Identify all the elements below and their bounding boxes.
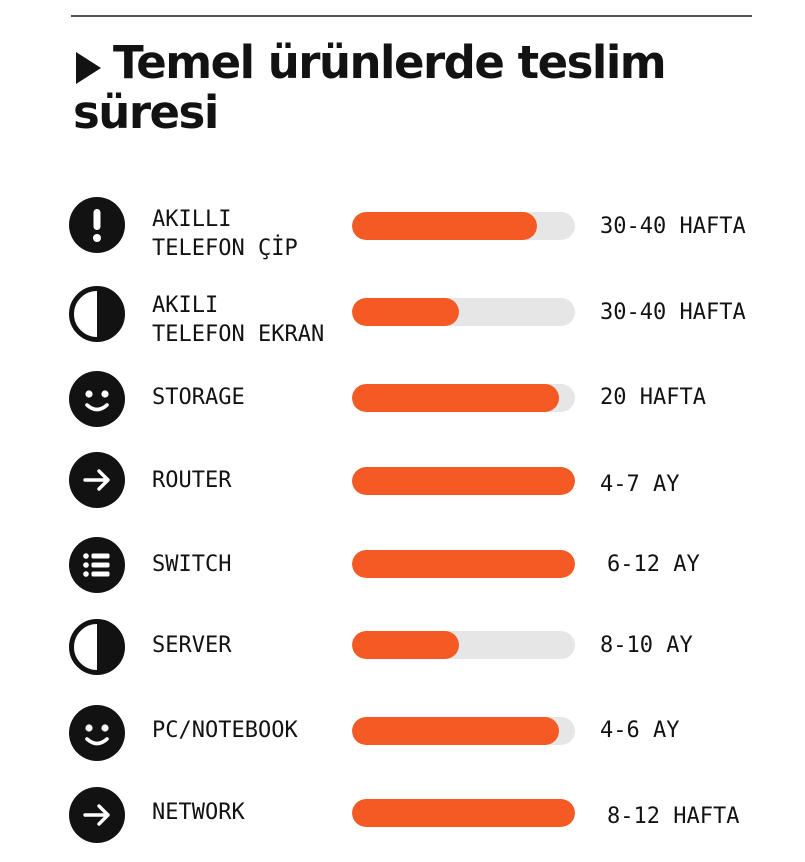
value-label: 4-6 AY bbox=[600, 718, 680, 743]
exclamation-icon bbox=[68, 196, 126, 254]
bar-track bbox=[352, 467, 575, 495]
category-label: ROUTER bbox=[152, 466, 347, 495]
category-label: PC/NOTEBOOK bbox=[152, 716, 347, 745]
value-label: 6-12 AY bbox=[607, 552, 700, 577]
chart-row: PC/NOTEBOOK 4-6 AY bbox=[0, 702, 805, 772]
top-divider bbox=[71, 15, 752, 17]
bar-fill bbox=[352, 550, 575, 578]
chart-row: SERVER 8-10 AY bbox=[0, 617, 805, 687]
category-label-line: ROUTER bbox=[152, 468, 232, 493]
bar-fill bbox=[352, 631, 459, 659]
smiley-icon bbox=[68, 704, 126, 762]
category-label: SWITCH bbox=[152, 550, 347, 579]
triangle-right-icon bbox=[76, 52, 101, 84]
category-label-line: STORAGE bbox=[152, 385, 245, 410]
chart-row: AKILI TELEFON EKRAN 30-40 HAFTA bbox=[0, 282, 805, 352]
chart-row: STORAGE 20 HAFTA bbox=[0, 369, 805, 439]
chart-row: NETWORK 8-12 HAFTA bbox=[0, 784, 805, 854]
category-label-line: TELEFON EKRAN bbox=[152, 322, 325, 347]
category-label-line: AKILI bbox=[152, 293, 219, 318]
bar-fill bbox=[352, 799, 575, 827]
category-label: SERVER bbox=[152, 631, 347, 660]
category-label: AKILLI TELEFON ÇİP bbox=[152, 205, 347, 263]
list-icon bbox=[68, 536, 126, 594]
chart-row: AKILLI TELEFON ÇİP 30-40 HAFTA bbox=[0, 196, 805, 266]
category-label-line: NETWORK bbox=[152, 800, 245, 825]
chart-title: Temel ürünlerde teslim süresi bbox=[73, 36, 667, 139]
value-label: 4-7 AY bbox=[600, 472, 680, 497]
bar-fill bbox=[352, 298, 459, 326]
value-label: 20 HAFTA bbox=[600, 385, 706, 410]
bar-fill bbox=[352, 384, 559, 412]
category-label-line: AKILLI bbox=[152, 207, 232, 232]
value-label: 8-10 AY bbox=[600, 633, 693, 658]
category-label-line: TELEFON ÇİP bbox=[152, 236, 298, 261]
title-block: Temel ürünlerde teslim süresi bbox=[73, 38, 693, 138]
category-label-line: SWITCH bbox=[152, 552, 232, 577]
category-label: AKILI TELEFON EKRAN bbox=[152, 291, 347, 349]
bar-track bbox=[352, 550, 575, 578]
value-label: 30-40 HAFTA bbox=[600, 300, 746, 325]
bar-track bbox=[352, 212, 575, 240]
half-circle-icon bbox=[68, 618, 126, 676]
value-label: 8-12 HAFTA bbox=[607, 804, 740, 829]
bar-track bbox=[352, 799, 575, 827]
bar-track bbox=[352, 298, 575, 326]
smiley-icon bbox=[68, 370, 126, 428]
bar-fill bbox=[352, 467, 575, 495]
bar-fill bbox=[352, 212, 537, 240]
arrow-right-icon bbox=[68, 786, 126, 844]
bar-track bbox=[352, 384, 575, 412]
value-label: 30-40 HAFTA bbox=[600, 214, 746, 239]
category-label: STORAGE bbox=[152, 383, 347, 412]
bar-fill bbox=[352, 717, 559, 745]
chart-row: SWITCH 6-12 AY bbox=[0, 536, 805, 606]
category-label-line: SERVER bbox=[152, 633, 232, 658]
chart-row: ROUTER 4-7 AY bbox=[0, 452, 805, 522]
arrow-right-icon bbox=[68, 451, 126, 509]
category-label: NETWORK bbox=[152, 798, 347, 827]
half-circle-icon bbox=[68, 285, 126, 343]
bar-track bbox=[352, 717, 575, 745]
category-label-line: PC/NOTEBOOK bbox=[152, 718, 298, 743]
bar-track bbox=[352, 631, 575, 659]
